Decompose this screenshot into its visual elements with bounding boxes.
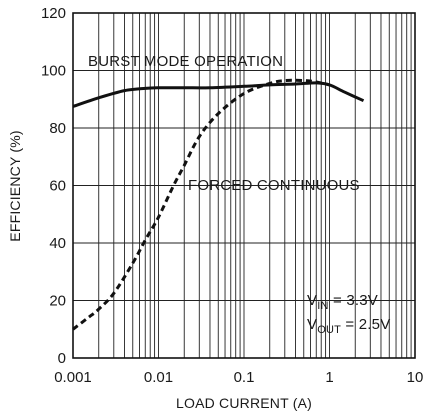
vin-annotation: VIN = 3.3V	[307, 292, 378, 312]
grid	[73, 13, 415, 358]
forced-continuous-line	[72, 78, 330, 331]
x-axis-label: LOAD CURRENT (A)	[176, 395, 312, 411]
y-tick-label: 80	[49, 120, 66, 137]
plot-frame	[72, 12, 416, 359]
x-tick-label: 1	[325, 369, 333, 386]
burst-mode-annotation: BURST MODE OPERATION	[88, 53, 283, 70]
series-layer	[72, 78, 365, 331]
x-tick-label: 0.1	[234, 369, 255, 386]
y-tick-label: 0	[58, 350, 66, 367]
forced-continuous-annotation: FORCED CONTINUOUS	[188, 177, 360, 194]
y-axis-label: EFFICIENCY (%)	[7, 130, 23, 241]
vout-annotation: VOUT = 2.5V	[307, 316, 390, 336]
x-tick-label: 0.01	[144, 369, 173, 386]
x-tick-label: 0.001	[54, 369, 92, 386]
x-tick-label: 10	[407, 369, 424, 386]
y-tick-label: 20	[49, 293, 66, 310]
y-tick-label: 100	[41, 63, 66, 80]
y-tick-label: 40	[49, 235, 66, 252]
y-tick-label: 120	[41, 5, 66, 22]
y-tick-label: 60	[49, 178, 66, 195]
